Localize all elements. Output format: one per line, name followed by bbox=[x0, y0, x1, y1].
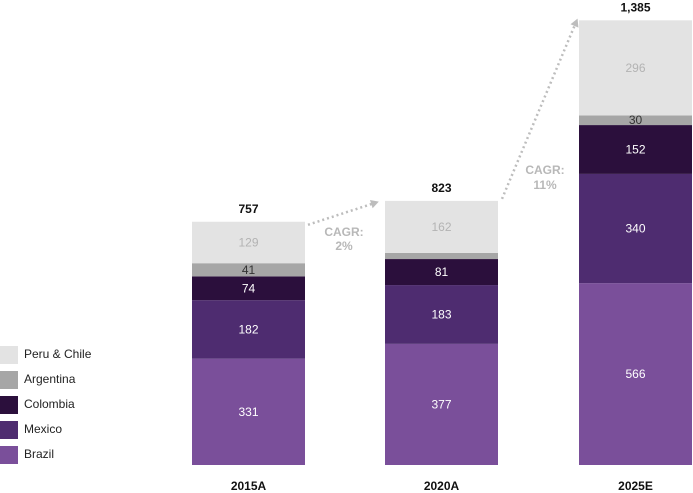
data-label-2020a-colombia: 81 bbox=[435, 265, 449, 279]
data-label-2025e-brazil: 566 bbox=[625, 367, 645, 381]
legend-label-argentina: Argentina bbox=[24, 372, 76, 386]
bar-segment-2015a-argentina bbox=[192, 263, 305, 277]
bar-segment-2020a-peru-chile bbox=[385, 200, 498, 253]
bar-segment-2025e-argentina bbox=[579, 115, 692, 126]
data-label-2015a-mexico: 182 bbox=[238, 322, 258, 336]
data-label-2025e-peru-chile: 296 bbox=[625, 61, 645, 75]
cagr-label-value-2: 11% bbox=[533, 178, 557, 192]
cagr-arrow-head-2 bbox=[570, 18, 579, 28]
legend-label-mexico: Mexico bbox=[24, 422, 63, 436]
legend-swatch-peru-chile bbox=[0, 346, 18, 364]
legend-swatch-mexico bbox=[0, 421, 18, 439]
data-label-2015a-peru-chile: 129 bbox=[238, 236, 258, 250]
bar-segment-2025e-brazil bbox=[579, 283, 692, 465]
data-label-2020a-peru-chile: 162 bbox=[431, 220, 451, 234]
data-label-2020a-brazil: 377 bbox=[431, 397, 451, 411]
bar-segment-2025e-peru-chile bbox=[579, 20, 692, 116]
x-tick-label-2020a: 2020A bbox=[424, 479, 460, 493]
cagr-arrow-line-2 bbox=[500, 21, 578, 200]
data-label-2015a-argentina: 41 bbox=[242, 263, 256, 277]
bar-segment-2025e-mexico bbox=[579, 173, 692, 284]
data-label-2025e-argentina: 30 bbox=[629, 113, 643, 127]
bar-segment-2025e-colombia bbox=[579, 125, 692, 174]
legend-label-peru-chile: Peru & Chile bbox=[24, 347, 92, 361]
data-label-2025e-colombia: 152 bbox=[625, 142, 645, 156]
total-label-2015a: 757 bbox=[238, 202, 258, 216]
x-tick-label-2015a: 2015A bbox=[231, 479, 267, 493]
bar-segment-2015a-brazil bbox=[192, 358, 305, 465]
legend-swatch-argentina bbox=[0, 371, 18, 389]
cagr-arrow-line-1 bbox=[307, 201, 376, 226]
bar-segment-2020a-brazil bbox=[385, 343, 498, 465]
total-label-2020a: 823 bbox=[431, 181, 451, 195]
legend-swatch-brazil bbox=[0, 446, 18, 464]
x-tick-label-2025e: 2025E bbox=[618, 479, 653, 493]
data-label-2015a-colombia: 74 bbox=[242, 281, 256, 295]
bar-segment-2015a-colombia bbox=[192, 276, 305, 301]
cagr-arrow-head-1 bbox=[369, 200, 379, 209]
bar-segment-2020a-mexico bbox=[385, 285, 498, 344]
legend-label-colombia: Colombia bbox=[24, 397, 75, 411]
data-label-2025e-mexico: 340 bbox=[625, 222, 645, 236]
data-label-2020a-mexico: 183 bbox=[431, 307, 451, 321]
cagr-label-title-2: CAGR: bbox=[525, 163, 564, 177]
cagr-label-title-1: CAGR: bbox=[324, 225, 363, 239]
bar-segment-2020a-argentina bbox=[385, 252, 498, 260]
data-label-2015a-brazil: 331 bbox=[238, 405, 258, 419]
bar-segment-2020a-colombia bbox=[385, 259, 498, 286]
total-label-2025e: 1,385 bbox=[620, 0, 650, 14]
bar-segment-2015a-mexico bbox=[192, 300, 305, 359]
legend-swatch-colombia bbox=[0, 396, 18, 414]
legend-label-brazil: Brazil bbox=[24, 447, 55, 461]
bar-segment-2015a-peru-chile bbox=[192, 221, 305, 264]
cagr-label-value-1: 2% bbox=[335, 239, 353, 253]
